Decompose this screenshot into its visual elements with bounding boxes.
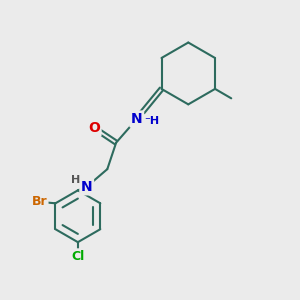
Text: ⁻H: ⁻H <box>145 116 160 126</box>
Text: Br: Br <box>32 195 47 208</box>
Text: N: N <box>131 112 142 126</box>
Text: Cl: Cl <box>71 250 85 263</box>
Text: O: O <box>88 121 100 135</box>
Text: H: H <box>71 175 80 185</box>
Text: N: N <box>81 180 92 194</box>
